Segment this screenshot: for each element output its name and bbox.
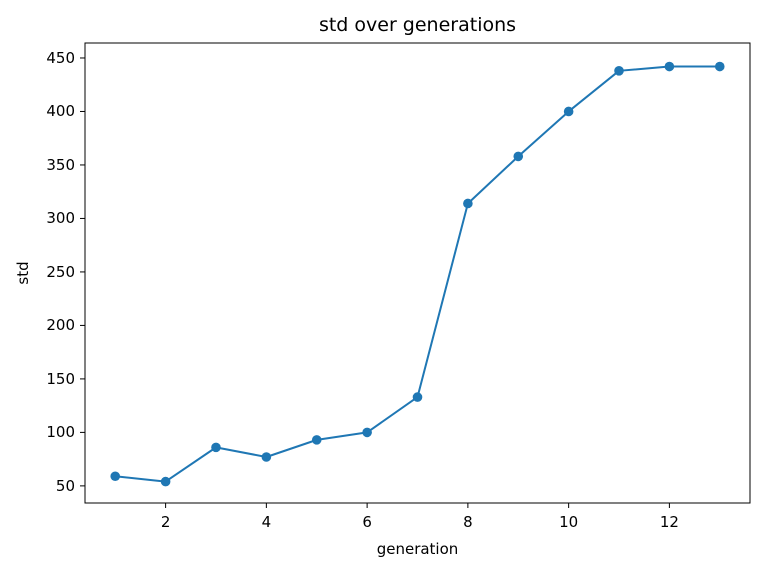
axes-frame (84, 42, 751, 504)
x-tick-label: 4 (261, 513, 272, 531)
y-tick-label: 100 (46, 423, 75, 442)
y-tick-label: 350 (46, 155, 75, 174)
data-point-marker-gen-13 (714, 61, 725, 72)
data-point-marker-gen-8 (463, 198, 473, 209)
y-tick-label: 150 (46, 369, 75, 388)
y-tick-label: 300 (46, 209, 75, 228)
data-point-marker-gen-9 (513, 151, 524, 162)
x-tick-label: 8 (463, 513, 473, 531)
data-point-marker-gen-4 (261, 452, 272, 462)
std-series-line (114, 65, 721, 483)
y-tick-label: 50 (55, 476, 75, 495)
y-tick-label: 450 (46, 48, 75, 67)
x-tick-label: 6 (362, 513, 372, 531)
data-point-marker-gen-11 (614, 66, 624, 76)
y-tick-label: 400 (46, 102, 75, 121)
chart-title: std over generations (318, 14, 517, 36)
data-point-marker-gen-2 (160, 476, 171, 487)
data-point-marker-gen-12 (664, 61, 675, 72)
data-point-marker-gen-10 (563, 106, 574, 117)
x-tick-label: 12 (659, 513, 679, 531)
y-tick-label: 200 (46, 316, 75, 335)
data-point-marker-gen-5 (311, 435, 322, 445)
data-point-marker-gen-1 (110, 471, 121, 482)
x-axis-label: generation (376, 540, 459, 558)
x-tick-label: 2 (160, 513, 171, 531)
data-point-marker-gen-7 (412, 392, 423, 402)
y-tick-label: 250 (46, 262, 75, 281)
x-tick-label: 10 (559, 513, 579, 531)
data-point-marker-gen-6 (362, 427, 372, 438)
y-axis-label: std (14, 261, 32, 285)
data-point-marker-gen-3 (211, 442, 221, 453)
